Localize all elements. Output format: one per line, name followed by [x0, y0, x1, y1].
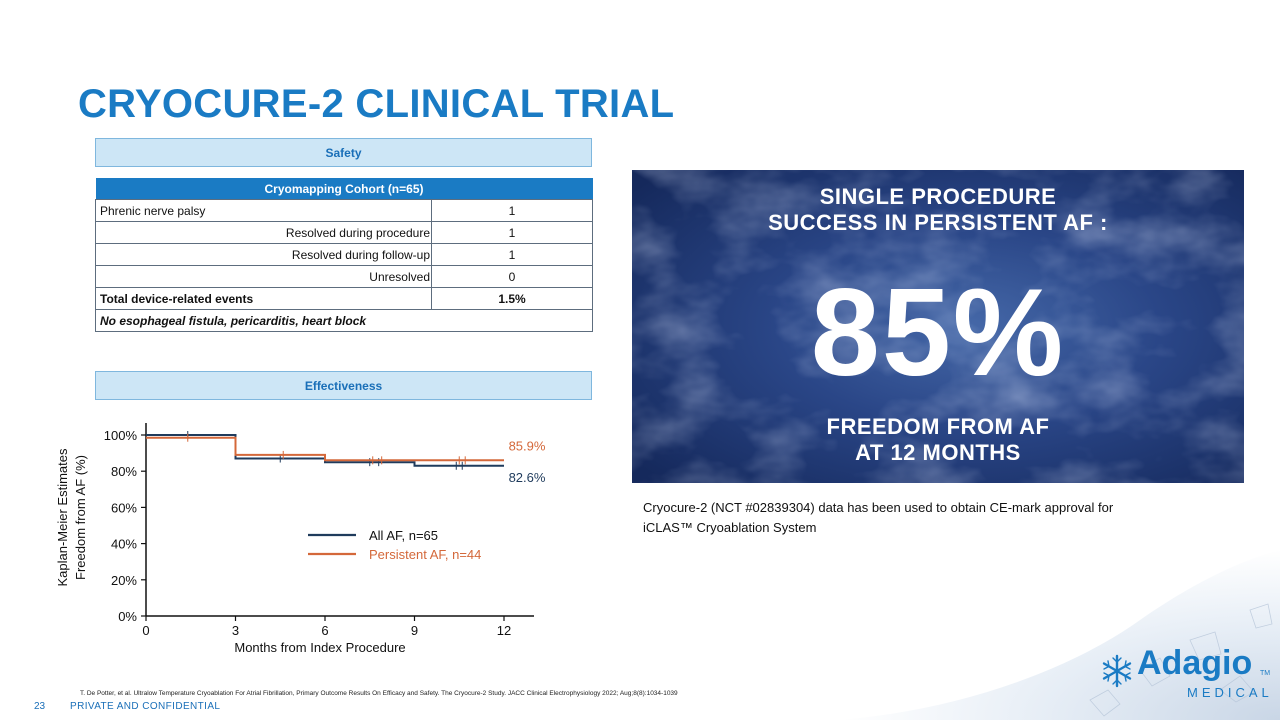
- page-title: CRYOCURE-2 CLINICAL TRIAL: [78, 82, 675, 126]
- y-tick-label: 0%: [118, 609, 137, 624]
- series-end-label: 85.9%: [509, 438, 546, 453]
- row-value: 1: [431, 243, 593, 266]
- ce-mark-note-line1: Cryocure-2 (NCT #02839304) data has been…: [643, 500, 1114, 515]
- confidentiality-label: PRIVATE AND CONFIDENTIAL: [70, 701, 221, 712]
- row-label: Total device-related events: [95, 287, 432, 310]
- citation: T. De Potter, et al. Ultralow Temperatur…: [80, 690, 678, 697]
- y-axis-title: Freedom from AF (%): [73, 455, 88, 580]
- effectiveness-section-header: Effectiveness: [95, 371, 592, 400]
- table-row: Resolved during follow-up 1: [95, 243, 593, 266]
- logo-trademark: TM: [1260, 670, 1271, 677]
- logo-wordmark: Adagio: [1137, 644, 1253, 682]
- logo-subtitle: MEDICAL: [1187, 685, 1273, 700]
- hero-frost-image: [632, 170, 1244, 483]
- table-row: Resolved during procedure 1: [95, 221, 593, 244]
- ce-mark-note-line2: iCLAS™ Cryoablation System: [643, 520, 817, 535]
- legend-label: Persistent AF, n=44: [369, 547, 481, 562]
- y-tick-label: 40%: [111, 537, 137, 552]
- safety-note: No esophageal fistula, pericarditis, hea…: [95, 309, 593, 332]
- hero-subline-2: AT 12 MONTHS: [855, 440, 1021, 465]
- x-tick-label: 9: [411, 623, 418, 638]
- x-tick-label: 6: [321, 623, 328, 638]
- x-axis-title: Months from Index Procedure: [234, 640, 405, 655]
- x-tick-label: 12: [497, 623, 511, 638]
- row-value: 1: [431, 199, 593, 222]
- kaplan-meier-chart: 0% 20% 40% 60% 80% 100% 0 3 6 9 12 Months from Inde…: [55, 423, 546, 655]
- series-end-label: 82.6%: [509, 470, 546, 485]
- y-tick-label: 60%: [111, 500, 137, 515]
- y-tick-label: 20%: [111, 573, 137, 588]
- row-value: 1: [431, 221, 593, 244]
- safety-table: Cryomapping Cohort (n=65) Phrenic nerve …: [95, 178, 593, 332]
- hero-big-stat: 85%: [810, 264, 1066, 402]
- series-line-2: [146, 436, 504, 462]
- table-row: Phrenic nerve palsy 1: [95, 199, 593, 222]
- row-label: Resolved during follow-up: [95, 243, 432, 266]
- snowflake-icon: [1102, 654, 1132, 688]
- hero-headline-line1: SINGLE PROCEDURE: [819, 184, 1057, 209]
- legend-label: All AF, n=65: [369, 528, 438, 543]
- y-axis-title: Kaplan-Meier Estimates: [55, 448, 70, 586]
- table-row: Unresolved 0: [95, 265, 593, 288]
- row-value: 0: [431, 265, 593, 288]
- adagio-logo: Adagio TM MEDICAL: [1100, 644, 1275, 710]
- x-tick-label: 0: [142, 623, 149, 638]
- row-label: Resolved during procedure: [95, 221, 432, 244]
- x-tick-label: 3: [232, 623, 239, 638]
- table-row-total: Total device-related events 1.5%: [95, 287, 593, 310]
- table-title: Cryomapping Cohort (n=65): [95, 178, 593, 200]
- row-value: 1.5%: [431, 287, 593, 310]
- table-header-row: Cryomapping Cohort (n=65): [95, 178, 593, 200]
- row-label: Unresolved: [95, 265, 432, 288]
- page-number: 23: [34, 701, 46, 712]
- y-tick-label: 100%: [104, 428, 138, 443]
- hero-subline-1: FREEDOM FROM AF: [826, 414, 1050, 439]
- frost-background-decoration: [840, 550, 1280, 720]
- hero-headline-line2: SUCCESS IN PERSISTENT AF :: [768, 210, 1108, 235]
- y-tick-label: 80%: [111, 464, 137, 479]
- table-row-note: No esophageal fistula, pericarditis, hea…: [95, 309, 593, 332]
- row-label: Phrenic nerve palsy: [95, 199, 432, 222]
- safety-section-header: Safety: [95, 138, 592, 167]
